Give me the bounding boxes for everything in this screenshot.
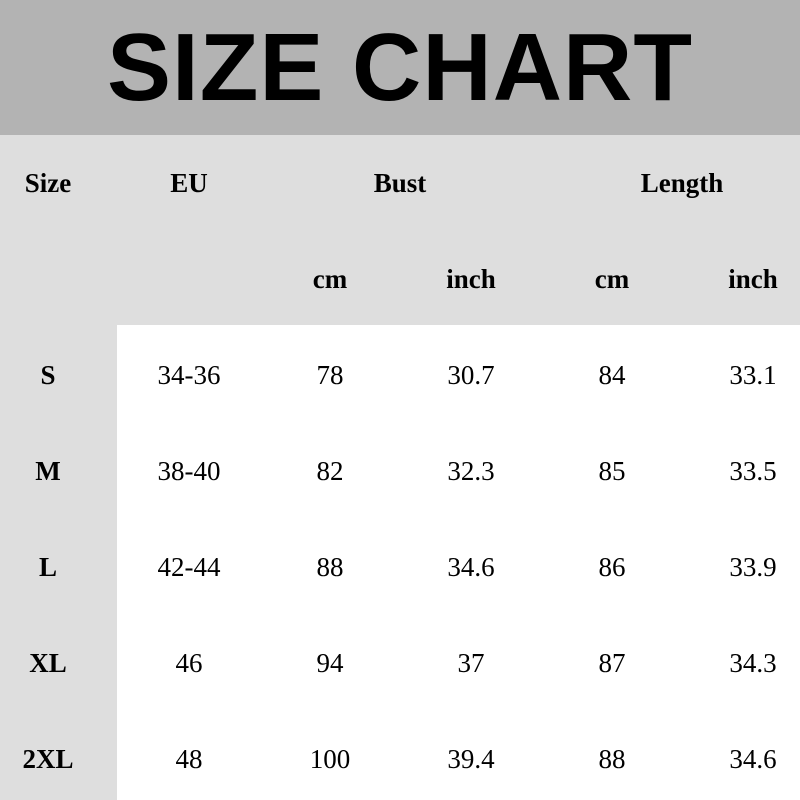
header-bust-cm: cm — [312, 263, 348, 294]
header-length: Length — [640, 167, 724, 198]
cell-size: 2XL — [22, 743, 74, 774]
cell-eu: 34-36 — [157, 359, 221, 390]
cell-length-cm: 85 — [598, 455, 626, 486]
cell-bust-cm: 88 — [316, 551, 344, 582]
header-band — [0, 135, 800, 325]
cell-length-cm: 87 — [598, 647, 626, 678]
cell-bust-inch: 37 — [457, 647, 485, 678]
cell-length-cm: 84 — [598, 359, 626, 390]
cell-bust-inch: 32.3 — [447, 455, 495, 486]
title-band: SIZE CHART — [0, 0, 800, 135]
cell-bust-inch: 30.7 — [447, 359, 495, 390]
cell-length-inch: 33.5 — [729, 455, 777, 486]
cell-bust-inch: 34.6 — [447, 551, 495, 582]
cell-length-cm: 88 — [598, 743, 626, 774]
header-eu: EU — [170, 167, 208, 198]
cell-bust-cm: 94 — [316, 647, 344, 678]
cell-eu: 38-40 — [157, 455, 221, 486]
cell-length-inch: 33.9 — [729, 551, 777, 582]
cell-size: S — [40, 359, 56, 390]
cell-length-cm: 86 — [598, 551, 626, 582]
cell-bust-cm: 78 — [316, 359, 344, 390]
cell-length-inch: 34.3 — [729, 647, 777, 678]
cell-bust-cm: 82 — [316, 455, 344, 486]
cell-size: L — [38, 551, 57, 582]
cell-size: M — [35, 455, 61, 486]
header-size: Size — [24, 167, 72, 198]
cell-eu: 42-44 — [157, 551, 221, 582]
cell-eu: 46 — [175, 647, 203, 678]
header-length-inch: inch — [728, 263, 778, 294]
header-length-cm: cm — [594, 263, 630, 294]
size-column-band — [0, 325, 117, 800]
cell-eu: 48 — [175, 743, 203, 774]
cell-bust-cm: 100 — [309, 743, 351, 774]
header-bust-inch: inch — [446, 263, 496, 294]
page-title: SIZE CHART — [107, 13, 693, 121]
cell-size: XL — [29, 647, 67, 678]
cell-length-inch: 33.1 — [729, 359, 777, 390]
cell-length-inch: 34.6 — [729, 743, 777, 774]
cell-bust-inch: 39.4 — [447, 743, 495, 774]
header-bust: Bust — [373, 167, 427, 198]
